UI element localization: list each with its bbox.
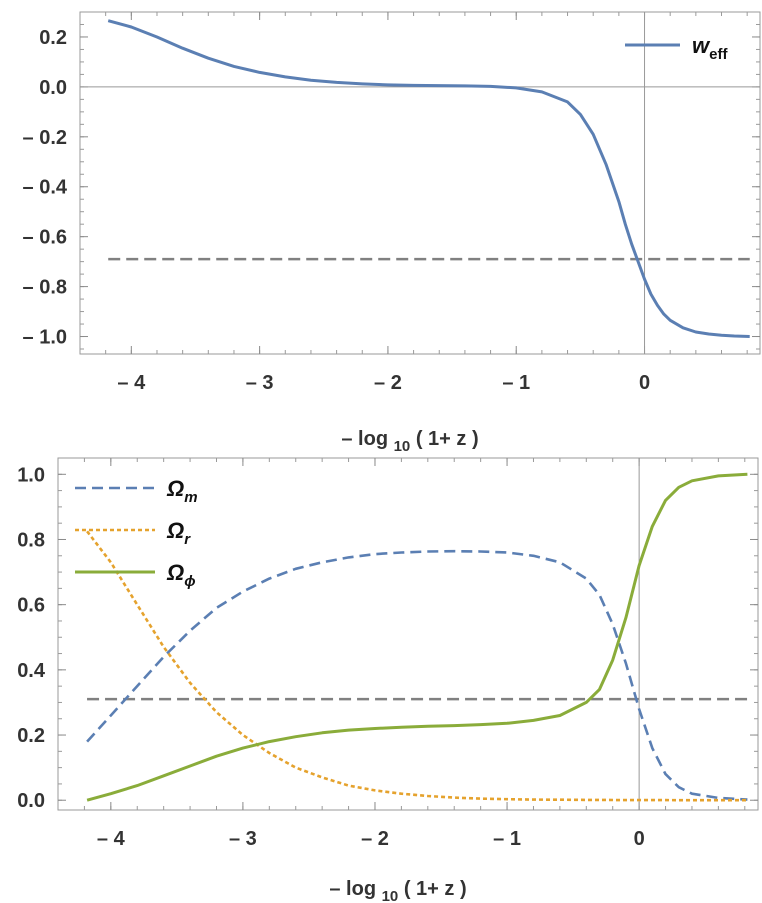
- y-tick-label: – 0.6: [23, 227, 67, 249]
- y-tick-label: 0.8: [17, 529, 45, 551]
- legend-label-eff: weff: [692, 33, 728, 63]
- legend-label-m: Ωm: [166, 476, 198, 506]
- y-tick-label: 0.0: [17, 790, 45, 812]
- y-tick-label: – 0.2: [23, 127, 67, 149]
- omega-chart: – 4– 3– 2– 1010.00.20.40.60.81.0ΩmΩrΩϕ– …: [17, 457, 759, 903]
- y-tick-label: 0.4: [17, 660, 46, 682]
- x-tick-label: 0: [634, 828, 645, 850]
- legend-label-r: Ωr: [166, 518, 191, 548]
- y-tick-label: 0.6: [17, 595, 45, 617]
- y-tick-label: – 1.0: [23, 327, 67, 349]
- series-line-ϕ: [86, 472, 748, 802]
- series-line-eff: [107, 19, 750, 338]
- y-tick-label: 0.2: [17, 725, 45, 747]
- y-tick-label: 1.0: [17, 464, 45, 486]
- plot-frame: [57, 457, 759, 811]
- wEff-chart: – 4– 3– 2– 1010.20.0– 0.2– 0.4– 0.6– 0.8…: [23, 11, 761, 455]
- x-tick-label: – 4: [97, 828, 126, 850]
- x-tick-label: – 2: [374, 372, 402, 394]
- x-tick-label: – 1: [493, 828, 521, 850]
- x-tick-label: – 3: [246, 372, 274, 394]
- y-tick-label: 0.2: [39, 27, 67, 49]
- series-line-m: [86, 549, 748, 801]
- x-tick-label: 0: [639, 372, 650, 394]
- x-tick-label: – 2: [361, 828, 389, 850]
- x-tick-label: – 3: [229, 828, 257, 850]
- plot-frame: [79, 11, 761, 355]
- y-tick-label: – 0.8: [23, 277, 67, 299]
- x-tick-label: – 1: [502, 372, 530, 394]
- legend-label-ϕ: Ωϕ: [166, 560, 196, 590]
- series-line-r: [86, 530, 748, 802]
- x-axis-title: – log 10 ( 1+ z ): [341, 428, 478, 455]
- x-tick-label: – 4: [117, 372, 146, 394]
- y-tick-label: 0.0: [39, 77, 67, 99]
- x-axis-title: – log 10 ( 1+ z ): [329, 878, 466, 903]
- y-tick-label: – 0.4: [23, 177, 68, 199]
